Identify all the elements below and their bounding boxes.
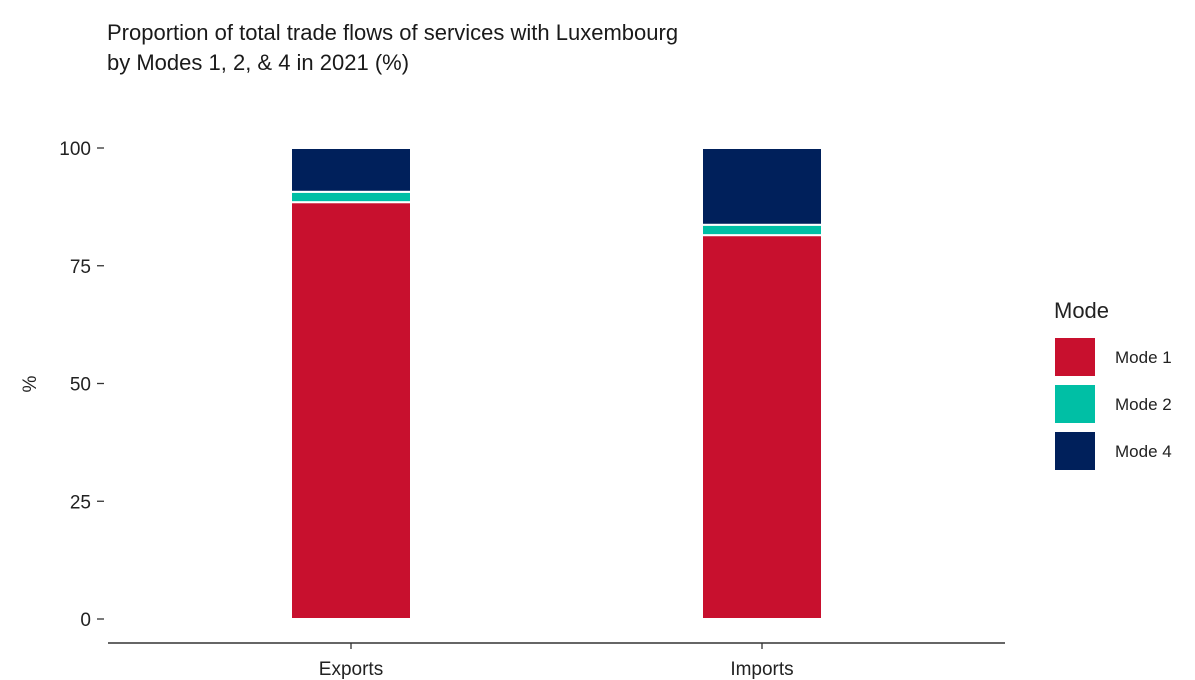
legend-label-mode-1: Mode 1 [1115,348,1172,367]
legend-key-mode-2 [1055,385,1095,423]
y-tick-label: 25 [70,492,91,513]
y-tick-label: 50 [70,375,91,396]
chart-title-line-1: Proportion of total trade flows of servi… [107,20,678,45]
y-axis-title: % [20,375,41,392]
legend-label-mode-2: Mode 2 [1115,395,1172,414]
y-tick-label: 100 [59,139,91,160]
y-tick-label: 0 [80,610,91,631]
x-tick-label-imports: Imports [730,659,793,680]
bar-segment-exports-mode-4 [290,147,412,193]
bar-segment-exports-mode-2 [290,190,412,204]
legend: Mode Mode 1 Mode 2 Mode 4 [1054,298,1172,470]
legend-key-mode-1 [1055,338,1095,376]
legend-label-mode-4: Mode 4 [1115,442,1172,461]
legend-title: Mode [1054,298,1109,323]
y-axis: 0 25 50 75 100 [59,139,104,631]
legend-key-mode-4 [1055,432,1095,470]
bars-group [290,147,823,620]
bar-segment-imports-mode-4 [701,147,823,226]
y-tick-label: 75 [70,257,91,278]
bar-segment-imports-mode-2 [701,223,823,237]
bar-segment-exports-mode-1 [290,201,412,620]
chart-title-line-2: by Modes 1, 2, & 4 in 2021 (%) [107,50,409,75]
x-axis: Exports Imports [108,642,1005,680]
x-tick-label-exports: Exports [319,659,383,680]
bar-segment-imports-mode-1 [701,234,823,620]
